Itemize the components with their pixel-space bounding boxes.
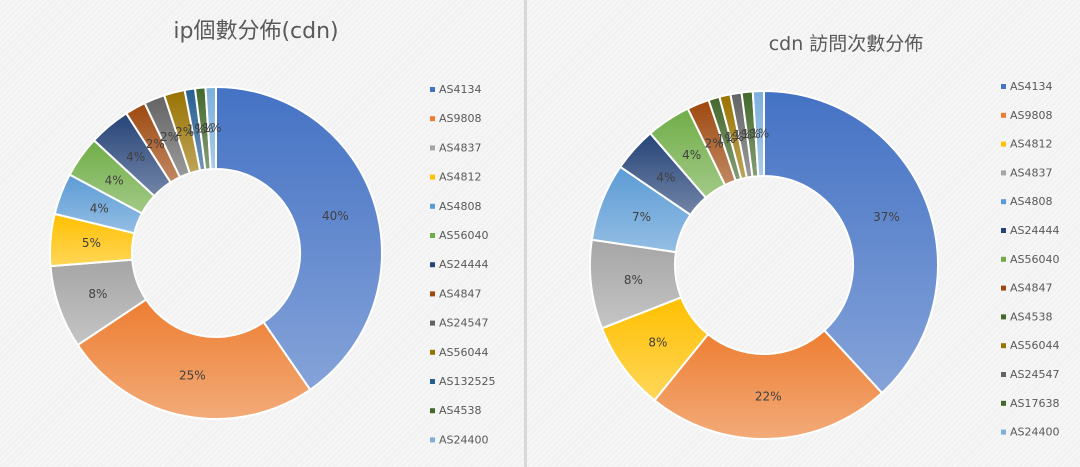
legend-swatch (430, 203, 435, 209)
legend-swatch (1001, 400, 1006, 406)
data-label-as24547: 2% (160, 130, 179, 144)
legend-item-as4837: AS4837 (439, 141, 482, 154)
legend-swatch (430, 437, 435, 443)
data-label-as4808: 4% (90, 201, 109, 215)
slice-as24400 (204, 85, 217, 171)
legend-swatch (1001, 285, 1006, 291)
legend-item-as24444: AS24444 (439, 258, 489, 271)
legend-swatch (1001, 372, 1006, 377)
data-label-as17638: 1% (742, 127, 761, 141)
legend-swatch (1001, 84, 1006, 89)
data-label-as4837: 8% (88, 287, 107, 301)
slice-as9808 (76, 298, 312, 420)
legend-item-as4538: AS4538 (439, 404, 482, 417)
data-label-as9808: 25% (179, 369, 206, 383)
legend-item-as9808: AS9808 (439, 112, 482, 125)
legend-item-as24547: AS24547 (1010, 368, 1060, 381)
data-label-as24547: 1% (733, 128, 752, 142)
legend-item-as4812: AS4812 (439, 171, 482, 184)
legend-item-as4808: AS4808 (439, 200, 482, 213)
donut-chart-ip-count: ip個數分佈(cdn) 40%25%8%5%4%4%4%2%2%2%1%1%1%… (49, 19, 496, 446)
legend-item-as4837: AS4837 (1010, 166, 1053, 179)
legend-item-as17638: AS17638 (1010, 397, 1060, 410)
slices (589, 89, 939, 440)
data-label-as4134: 40% (322, 209, 349, 223)
data-label-as4837: 8% (624, 273, 643, 287)
chart-title: ip個數分佈(cdn) (173, 19, 338, 44)
legend: AS4134 AS9808 AS4837 AS4812 AS4808 AS56040 AS2… (430, 83, 496, 446)
data-label-as4847: 2% (146, 137, 165, 151)
legend-swatch (1001, 256, 1006, 262)
data-label-as56040: 4% (105, 173, 124, 187)
data-label-as4812: 5% (82, 236, 101, 250)
legend-swatch (430, 233, 435, 238)
slices (49, 85, 383, 420)
legend-swatch (1001, 112, 1006, 118)
legend-swatch (1001, 343, 1006, 349)
data-label-as24400: 1% (203, 121, 222, 135)
data-labels: 37%22%8%8%7%4%4%2%1%1%1%1%1% (624, 127, 900, 404)
data-label-as4808: 7% (632, 210, 651, 224)
legend-item-as4812: AS4812 (1010, 138, 1053, 151)
legend-swatch (430, 174, 435, 180)
data-label-as24444: 4% (656, 170, 675, 184)
slice-as4134 (215, 85, 383, 392)
legend-swatch (1001, 199, 1006, 205)
data-label-as56044: 2% (175, 125, 194, 139)
donut-chart-cdn-visits: cdn 訪問次數分佈 37%22%8%8%7%4%4%2%1%1%1%1%1% … (589, 33, 1060, 440)
data-label-as24400: 1% (750, 127, 769, 141)
legend-item-as4808: AS4808 (1010, 195, 1053, 208)
legend-swatch (430, 116, 435, 122)
legend-swatch (430, 349, 435, 355)
legend-swatch (430, 145, 435, 151)
legend-swatch (1001, 170, 1006, 176)
legend-item-as4847: AS4847 (439, 287, 482, 300)
chart-title: cdn 訪問次數分佈 (769, 33, 924, 55)
chart-panel-cdn-visits: cdn 訪問次數分佈 37% 22% 8% 8% 7% 4% 4% 2% 1% 1% 1% 1% 1% … (528, 0, 1080, 467)
legend-item-as56044: AS56044 (439, 346, 489, 359)
legend-item-as4538: AS4538 (1010, 310, 1053, 323)
data-label-as4538: 1% (195, 122, 214, 136)
legend-item-as4134: AS4134 (439, 83, 482, 96)
data-label-as56044: 1% (725, 130, 744, 144)
chart-panel-ip-count: ip個數分佈(cdn) 40% 25% 8% 5% 4% 4% 4% 2% 2% 2% 1% 1% 1%… (0, 0, 524, 467)
data-labels: 40%25%8%5%4%4%4%2%2%2%1%1%1% (82, 121, 349, 383)
data-label-as56040: 4% (682, 148, 701, 162)
data-label-as4134: 37% (873, 210, 900, 224)
slice-as4134 (763, 89, 939, 395)
data-label-as4847: 2% (705, 136, 724, 150)
legend-swatch (430, 320, 435, 326)
legend-item-as4847: AS4847 (1010, 282, 1053, 295)
legend-swatch (430, 87, 435, 92)
legend-item-as24444: AS24444 (1010, 224, 1060, 237)
legend: AS4134 AS9808 AS4812 AS4837 AS4808 AS24444 AS5… (1001, 80, 1060, 439)
panel-divider (524, 0, 527, 467)
legend-swatch (430, 291, 435, 297)
legend-swatch (430, 408, 435, 414)
legend-swatch (1001, 429, 1006, 435)
legend-item-as4134: AS4134 (1010, 80, 1053, 93)
legend-swatch (430, 262, 435, 268)
legend-item-as56040: AS56040 (1010, 253, 1060, 266)
legend-swatch (1001, 141, 1006, 147)
data-label-as4538: 1% (717, 132, 736, 146)
legend-item-as24400: AS24400 (1010, 426, 1060, 439)
legend-item-as56044: AS56044 (1010, 339, 1060, 352)
legend-item-as132525: AS132525 (439, 375, 496, 388)
legend-item-as24547: AS24547 (439, 317, 489, 330)
data-label-as132525: 1% (187, 123, 206, 137)
slice-as9808 (653, 329, 884, 440)
data-label-as9808: 22% (755, 389, 782, 403)
legend-swatch (1001, 314, 1006, 320)
legend-swatch (1001, 228, 1006, 233)
legend-item-as56040: AS56040 (439, 229, 489, 242)
data-label-as24444: 4% (126, 150, 145, 164)
slice-as24400 (751, 89, 765, 178)
legend-swatch (430, 379, 435, 384)
legend-item-as9808: AS9808 (1010, 109, 1053, 122)
data-label-as4812: 8% (648, 336, 667, 350)
legend-item-as24400: AS24400 (439, 433, 489, 446)
